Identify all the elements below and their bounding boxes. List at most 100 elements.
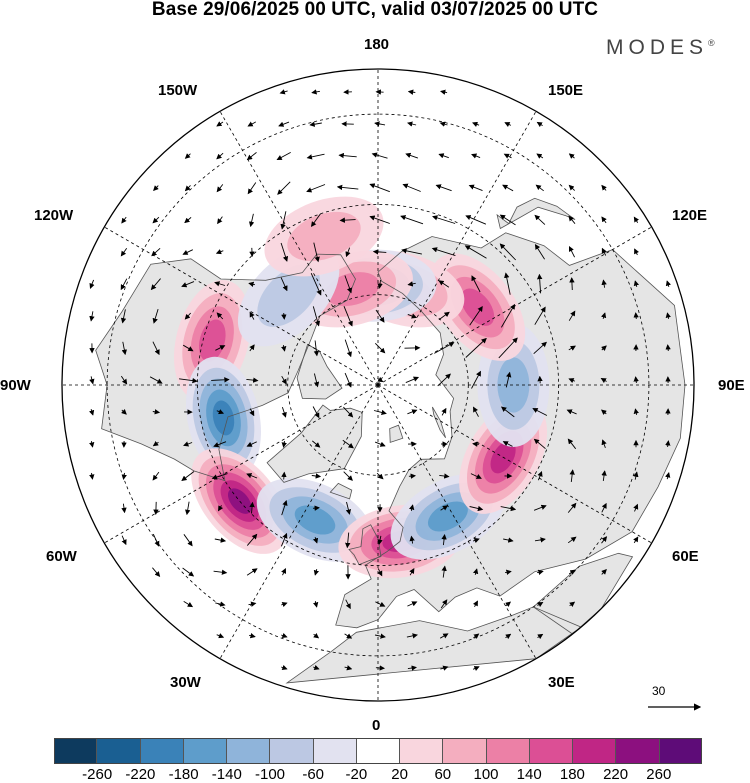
wind-vector (439, 121, 448, 127)
wind-vector (338, 152, 357, 159)
wind-vector (152, 409, 161, 415)
anomaly-contour (294, 505, 336, 535)
wind-vector (121, 535, 127, 546)
anomaly-contour (497, 357, 530, 413)
wind-vector (336, 184, 359, 191)
wind-vector (311, 89, 320, 95)
wind-vector (280, 211, 287, 230)
wind-vector (343, 306, 353, 327)
meridian-line (96, 384, 379, 548)
lon-label-60e: 60E (672, 548, 699, 565)
wind-vector (120, 375, 128, 385)
wind-vector (281, 567, 287, 576)
wind-vector (537, 602, 544, 608)
map-border (61, 68, 695, 702)
wind-vector (311, 473, 322, 479)
colorbar (54, 738, 702, 764)
reference-vector-label: 30 (652, 684, 666, 698)
wind-vector (211, 473, 228, 480)
wind-vector (407, 121, 417, 127)
wind-vector (89, 311, 95, 322)
wind-vector (309, 121, 322, 127)
wind-vector (246, 473, 258, 479)
wind-vector (569, 277, 575, 291)
wind-vector (601, 502, 607, 513)
wind-vector (182, 567, 195, 577)
coastline (285, 606, 582, 684)
wind-vector (502, 441, 513, 447)
lon-label-150w: 150W (158, 82, 198, 99)
wind-vector (465, 337, 487, 358)
colorbar-tick-label: 20 (391, 766, 408, 783)
wind-vector (184, 185, 191, 192)
wind-vector (601, 345, 607, 352)
wind-vector (601, 279, 607, 288)
wind-vector (306, 153, 325, 160)
wind-vector (281, 601, 288, 608)
wind-vector (182, 344, 194, 352)
wind-vector (344, 665, 353, 671)
wind-vector (633, 312, 639, 320)
wind-vector (281, 632, 288, 639)
wind-vector (152, 533, 160, 547)
wind-vector (375, 665, 385, 671)
wind-vector (505, 569, 512, 575)
wind-vector (121, 216, 127, 224)
wind-vector (633, 503, 639, 512)
wind-vector (533, 438, 546, 450)
wind-vector (407, 409, 418, 415)
colorbar-swatch (312, 738, 356, 764)
wind-vector (281, 664, 288, 671)
coastline (432, 406, 446, 439)
wind-vector (281, 500, 288, 516)
wind-vector (568, 569, 576, 575)
wind-vector (471, 370, 481, 389)
wind-vector (601, 184, 607, 191)
wind-vector (434, 342, 455, 354)
wind-vector (313, 340, 320, 357)
wind-vector (344, 339, 352, 358)
lon-label-120e: 120E (672, 207, 708, 224)
wind-vector (345, 599, 351, 610)
wind-vector (504, 122, 512, 127)
wind-vector (435, 184, 452, 192)
colorbar-swatch (442, 738, 486, 764)
wind-vector (534, 306, 546, 325)
wind-vector (472, 600, 478, 608)
wind-vector (503, 537, 514, 543)
wind-vector (409, 568, 415, 576)
wind-vector (402, 183, 421, 192)
wind-vector (183, 534, 193, 547)
colorbar-swatch (96, 738, 140, 764)
wind-vector (568, 153, 575, 159)
wind-vector (665, 440, 671, 448)
colorbar-swatch (528, 738, 573, 764)
wind-vector (214, 281, 226, 287)
wind-vector (473, 568, 479, 576)
anomaly-pos-greenland-south (191, 448, 289, 554)
wind-vector (504, 272, 511, 295)
wind-vector (313, 632, 320, 639)
wind-vector (499, 214, 516, 226)
wind-vector (149, 376, 163, 384)
wind-vector (213, 441, 227, 448)
colorbar-swatch (139, 738, 183, 764)
wind-vector (633, 216, 639, 223)
wind-vector (216, 152, 224, 160)
wind-vector (214, 537, 227, 543)
lon-label-90e: 90E (718, 377, 745, 394)
wind-vector (218, 505, 224, 512)
brand-logo: MODES® (606, 36, 715, 60)
wind-vector (601, 439, 607, 449)
wind-vector (153, 185, 159, 192)
wind-vector (472, 537, 480, 544)
coastline (296, 343, 343, 400)
wind-vector (216, 121, 224, 127)
colorbar-tick-label: 260 (646, 766, 672, 783)
lon-label-120w: 120W (34, 207, 74, 224)
graticule-layer (62, 69, 694, 701)
wind-vector (120, 309, 127, 324)
anomaly-neg-hudson (186, 356, 261, 480)
wind-vector (345, 247, 351, 258)
coastline (496, 197, 576, 230)
